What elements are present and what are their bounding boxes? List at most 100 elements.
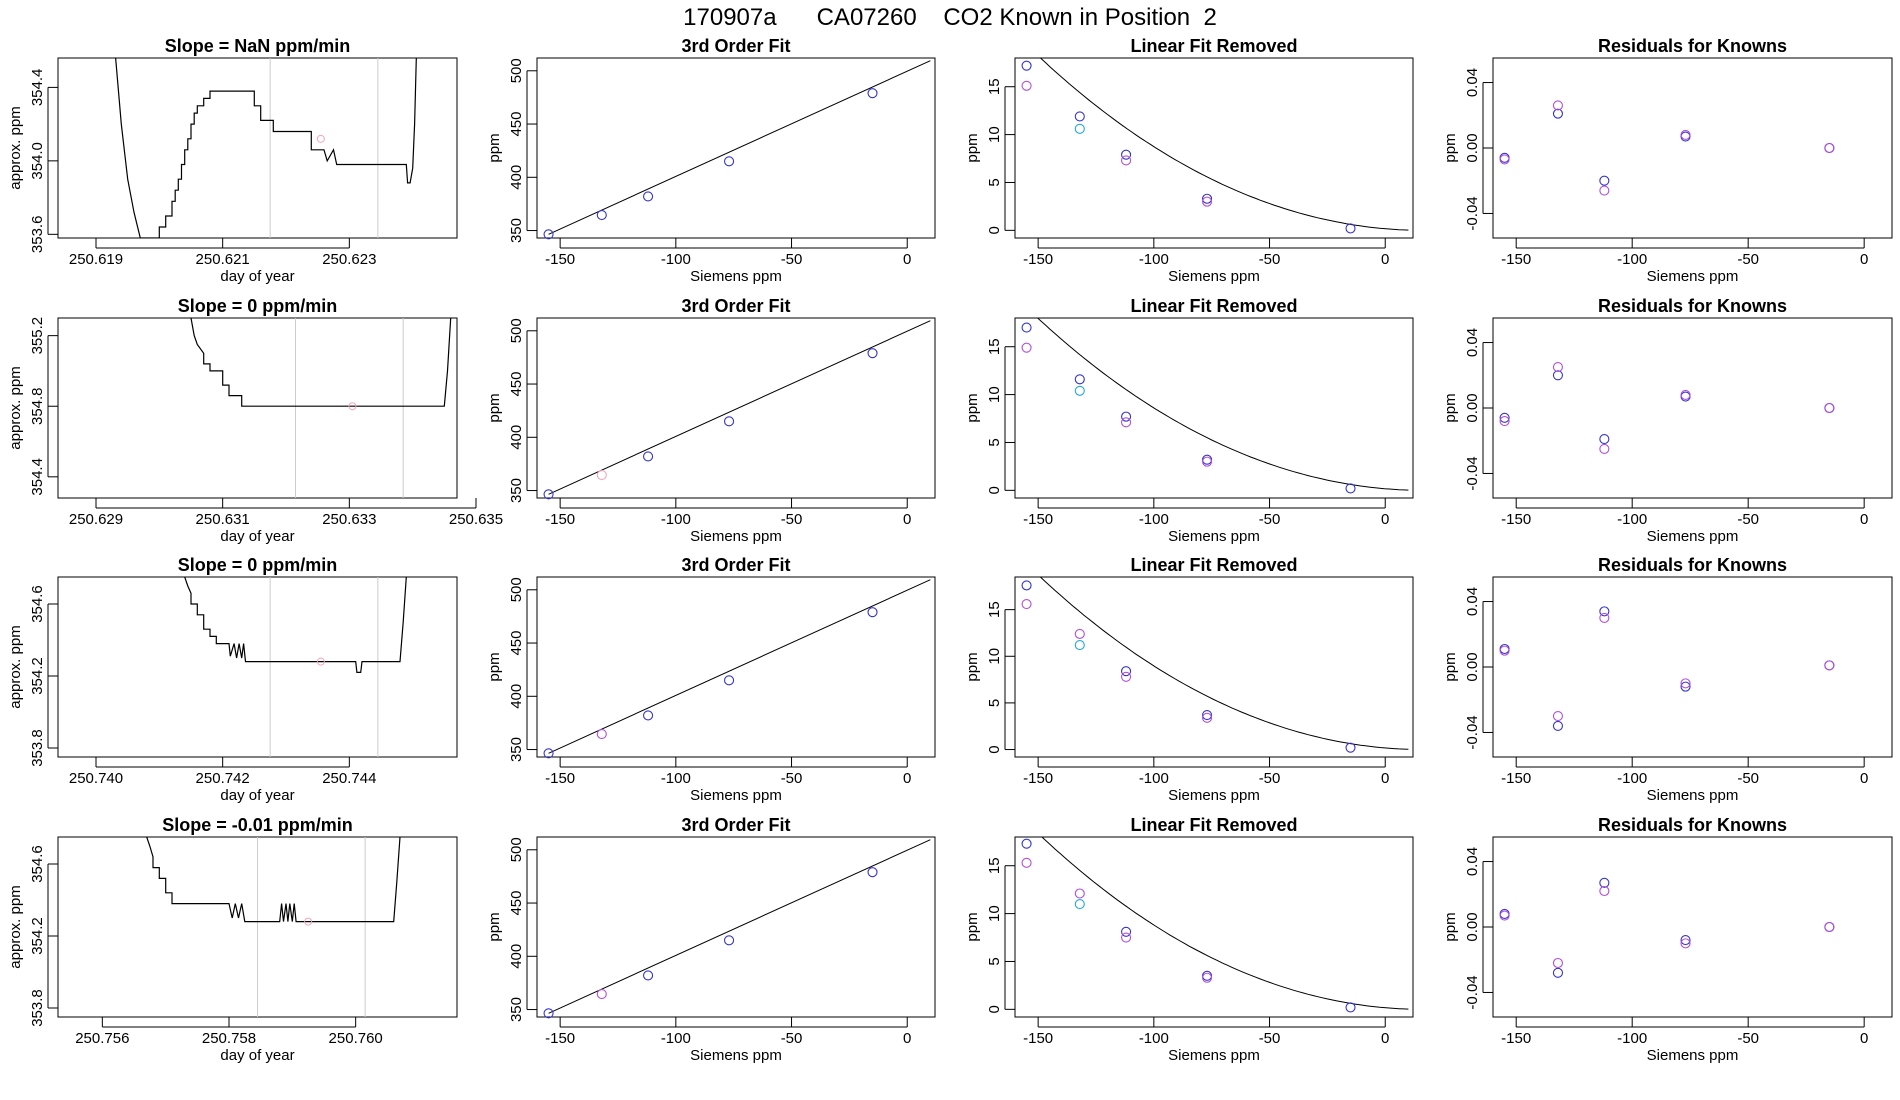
panel-2-1-x-tick-label: -100 — [661, 770, 691, 787]
panel-3-2-data-point — [1074, 898, 1085, 910]
panel-3-2-data-point — [1202, 970, 1213, 981]
panel-2-3-title: Residuals for Knowns — [1598, 555, 1787, 575]
panel-0-0-x-tick-label: 250.619 — [69, 251, 123, 268]
panel-0-2-y-tick-label: 15 — [986, 78, 1003, 95]
panel-0-1-x-tick-label: -100 — [661, 251, 691, 268]
panel-3-1-x-tick-label: -50 — [781, 1030, 803, 1047]
panel-2-0-x-label: day of year — [220, 787, 294, 804]
panel-1-3-x-tick-label: -150 — [1501, 511, 1531, 528]
panel-2-1-data-point — [643, 710, 654, 721]
panel-2-3-y-label: ppm — [1442, 652, 1459, 681]
panel-1-2-x-tick-label: -150 — [1023, 511, 1053, 528]
panel-1-2-plot-frame — [1014, 317, 1414, 499]
panel-1-3-data-point — [1552, 370, 1564, 381]
panel-2-0-y-tick-label: 354.6 — [29, 585, 46, 623]
panel-2-2-data-point — [1074, 628, 1085, 639]
panel-1-0-x-tick-label: 250.629 — [69, 511, 123, 528]
panel-1-2-data-point — [1121, 417, 1132, 428]
panel-1-0-plot-frame — [57, 317, 458, 499]
panel-1-3-data-point — [1499, 412, 1510, 423]
panel-1-1-x-label: Siemens ppm — [690, 528, 782, 545]
panel-0-0-y-tick-label: 354.4 — [29, 69, 46, 107]
panel-2-2-plot-frame — [1014, 576, 1414, 758]
panel-2-2-x-label: Siemens ppm — [1168, 787, 1260, 804]
panel-0-0-title: Slope = NaN ppm/min — [165, 36, 351, 56]
panel-1-0-x-tick-label: 250.633 — [322, 511, 376, 528]
panel-2-1-y-label: ppm — [486, 652, 503, 681]
panel-3-3-y-tick-label: -0.04 — [1464, 975, 1481, 1009]
panel-1-1-y-tick-label: 500 — [508, 318, 525, 343]
panel-0-0-x-tick-label: 250.621 — [196, 251, 250, 268]
panel-1-0-y-tick-label: 354.8 — [29, 387, 46, 425]
panel-0-3-y-tick-label: -0.04 — [1464, 196, 1481, 230]
panel-2-2-title: Linear Fit Removed — [1130, 555, 1297, 575]
panel-2-2-x-tick-label: -100 — [1139, 770, 1169, 787]
panel-0-1-y-tick-label: 450 — [508, 112, 525, 137]
panel-0-1-x-tick-label: -50 — [781, 251, 803, 268]
panel-3-1-y-tick-label: 350 — [508, 997, 525, 1022]
panel-0-3-plot-frame — [1492, 57, 1893, 239]
panel-3-2-y-tick-label: 0 — [986, 1005, 1003, 1013]
panel-1-3-data-point — [1599, 434, 1610, 445]
panel-0-1-x-tick-label: 0 — [903, 251, 911, 268]
panel-1-1-y-tick-label: 350 — [508, 478, 525, 503]
panel-0-2-x-tick-label: -100 — [1139, 251, 1169, 268]
panel-1-1-x-tick-label: -100 — [661, 511, 691, 528]
panel-0-2-plot-frame — [1014, 57, 1414, 239]
panel-3-3-x-tick-label: -150 — [1501, 1030, 1531, 1047]
panel-0-2-data-point — [1074, 123, 1085, 134]
panel-3-1-x-label: Siemens ppm — [690, 1047, 782, 1064]
panel-3-2-fit-curve — [1041, 837, 1409, 1010]
panel-0-1-plot-frame — [536, 57, 936, 239]
panel-2-3-x-tick-label: -100 — [1617, 770, 1647, 787]
panel-1-1-plot-frame — [536, 317, 936, 499]
panel-3-1-plot-frame — [536, 836, 936, 1018]
panel-2-1-data-point — [543, 748, 554, 759]
panel-3-2-data-point — [1074, 888, 1085, 899]
panel-0-1-y-tick-label: 500 — [508, 58, 525, 83]
panel-1-3-data-point — [1552, 362, 1564, 373]
panel-1-2-y-tick-label: 5 — [986, 438, 1003, 446]
panel-3-3-y-tick-label: 0.00 — [1464, 912, 1481, 941]
panel-2-1-title: 3rd Order Fit — [681, 555, 790, 575]
panel-0-2-y-tick-label: 5 — [986, 178, 1003, 186]
panel-3-1-data-point — [643, 970, 654, 981]
panel-2-1-data-point — [596, 729, 607, 740]
panel-0-3-data-point — [1552, 108, 1564, 119]
panel-0-2-y-tick-label: 0 — [986, 226, 1003, 234]
panel-0-3-x-tick-label: -100 — [1617, 251, 1647, 268]
panel-0-3-data-point — [1552, 100, 1564, 111]
panel-0-3-data-point — [1499, 154, 1510, 165]
panel-1-2-title: Linear Fit Removed — [1130, 296, 1297, 316]
panel-0-2-data-point — [1345, 223, 1356, 234]
panel-3-2-data-point — [1345, 1002, 1356, 1013]
panel-2-0-trace-line — [184, 577, 407, 673]
panel-1-2-y-tick-label: 10 — [986, 386, 1003, 403]
panel-3-2-plot-frame — [1014, 836, 1414, 1018]
panel-3-2-data-point — [1121, 932, 1132, 943]
panel-2-1-x-tick-label: 0 — [903, 770, 911, 787]
panel-2-0-y-tick-label: 354.2 — [29, 657, 46, 695]
panel-3-2-title: Linear Fit Removed — [1130, 815, 1297, 835]
panel-1-2-data-point — [1121, 411, 1132, 422]
panel-2-3-data-point — [1499, 645, 1510, 656]
panel-3-2-y-tick-label: 5 — [986, 957, 1003, 965]
panel-1-3-y-tick-label: -0.04 — [1464, 456, 1481, 490]
panel-0-0-y-tick-label: 354.0 — [29, 142, 46, 180]
panel-2-2-y-tick-label: 15 — [986, 601, 1003, 618]
panel-3-1-data-point — [867, 867, 878, 878]
panel-2-2-y-tick-label: 5 — [986, 699, 1003, 707]
panel-0-1-y-tick-label: 350 — [508, 218, 525, 243]
panel-3-2-y-tick-label: 15 — [986, 857, 1003, 874]
panel-3-0-x-tick-label: 250.756 — [75, 1030, 129, 1047]
panel-3-0-x-tick-label: 250.758 — [202, 1030, 256, 1047]
panel-2-2-x-tick-label: -50 — [1259, 770, 1281, 787]
panel-1-1-data-point — [643, 451, 654, 462]
panel-2-1-x-tick-label: -50 — [781, 770, 803, 787]
panel-2-0-x-tick-label: 250.744 — [322, 770, 376, 787]
panel-3-2-x-tick-label: 0 — [1381, 1030, 1389, 1047]
panel-0-0-trace-line — [115, 58, 417, 238]
panel-0-2-title: Linear Fit Removed — [1130, 36, 1297, 56]
panel-2-3-data-point — [1680, 681, 1691, 692]
panel-1-2-x-tick-label: -50 — [1259, 511, 1281, 528]
